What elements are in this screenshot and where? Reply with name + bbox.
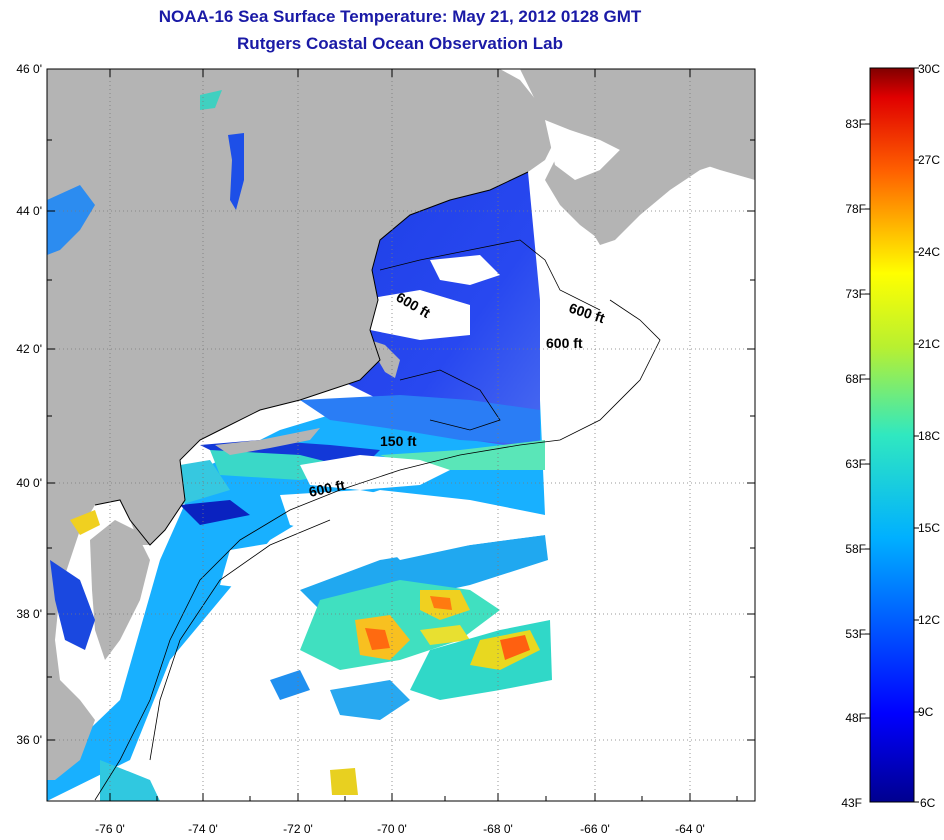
colorbar-fahrenheit-label: 63F	[845, 457, 866, 471]
lat-label: 38 0'	[16, 607, 42, 621]
lon-label: -66 0'	[580, 822, 610, 836]
colorbar-fahrenheit-label: 73F	[845, 287, 866, 301]
longitude-labels: -76 0' -74 0' -72 0' -70 0' -68 0' -66 0…	[95, 822, 705, 836]
colorbar-fahrenheit-label: 48F	[845, 711, 866, 725]
colorbar-celsius-label: 15C	[918, 521, 940, 535]
latitude-labels: 46 0' 44 0' 42 0' 40 0' 38 0' 36 0'	[16, 62, 42, 747]
colorbar-scale	[869, 67, 915, 803]
colorbar-fahrenheit-label: 43F	[841, 796, 862, 810]
colorbar-fahrenheit-label: 53F	[845, 627, 866, 641]
contour-label: 600 ft	[307, 477, 346, 500]
lon-label: -68 0'	[483, 822, 513, 836]
map-border	[46, 68, 756, 802]
colorbar-fahrenheit-label: 83F	[845, 117, 866, 131]
colorbar-celsius-label: 6C	[920, 796, 936, 810]
colorbar-fahrenheit-label: 68F	[845, 372, 866, 386]
bay-of-fundy	[545, 120, 620, 180]
lon-label: -76 0'	[95, 822, 125, 836]
map-title: NOAA-16 Sea Surface Temperature: May 21,…	[158, 7, 642, 26]
colorbar-celsius-label: 30C	[918, 62, 940, 76]
colorbar: 30C 27C 24C 21C 18C 15C 12C 9C 6C 83F 78…	[841, 62, 940, 810]
colorbar-celsius-label: 9C	[918, 705, 934, 719]
lat-label: 36 0'	[16, 733, 42, 747]
lat-label: 44 0'	[16, 204, 42, 218]
lon-label: -74 0'	[188, 822, 218, 836]
colorbar-celsius-label: 27C	[918, 153, 940, 167]
contour-label: 150 ft	[380, 433, 417, 449]
colorbar-fahrenheit-label: 78F	[845, 202, 866, 216]
nova-scotia	[585, 95, 755, 245]
coastline	[94, 171, 529, 546]
colorbar-fahrenheit-label: 58F	[845, 542, 866, 556]
lat-label: 42 0'	[16, 342, 42, 356]
colorbar-celsius-label: 12C	[918, 613, 940, 627]
lat-label: 46 0'	[16, 62, 42, 76]
inland-water	[47, 90, 244, 650]
lon-label: -70 0'	[377, 822, 407, 836]
colorbar-celsius-label: 21C	[918, 337, 940, 351]
colorbar-celsius-label: 18C	[918, 429, 940, 443]
lon-label: -64 0'	[675, 822, 705, 836]
lon-label: -72 0'	[283, 822, 313, 836]
colorbar-celsius-label: 24C	[918, 245, 940, 259]
contour-label: 600 ft	[546, 335, 583, 351]
map-subtitle: Rutgers Coastal Ocean Observation Lab	[237, 34, 563, 53]
lat-label: 40 0'	[16, 476, 42, 490]
axis-ticks	[47, 69, 755, 801]
sst-swath	[47, 172, 552, 801]
bathymetry-contours	[94, 239, 661, 801]
